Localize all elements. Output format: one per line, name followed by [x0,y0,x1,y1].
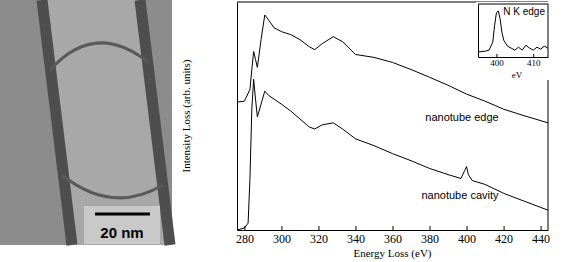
x-tick-mark [541,226,542,230]
x-tick-label: 360 [384,232,402,246]
x-tick: 380 [421,226,439,246]
x-tick-mark [281,226,282,230]
x-tick: 340 [347,226,365,246]
x-tick: 360 [384,226,402,246]
x-axis-title: Energy Loss (eV) [354,247,432,260]
scale-bar [95,213,150,216]
x-tick-label: 420 [495,232,513,246]
chart-title: N K edge [503,6,545,17]
x-tick-label: 340 [347,232,365,246]
x-tick-mark [393,226,394,230]
y-axis-line [478,5,479,58]
scale-bar-background [84,206,160,244]
x-tick-mark [533,54,534,57]
y-axis [478,5,479,58]
frame [478,4,548,5]
x-tick-mark [430,226,431,230]
y-axis-title: Intensity Loss (arb. units) [180,59,193,172]
series-line [478,11,548,52]
x-tick-label: 400 [490,58,504,68]
x-tick-mark [355,226,356,230]
x-tick-label: 410 [527,58,541,68]
micrograph: 20 nm [0,0,172,245]
scale-bar-label: 20 nm [100,224,143,241]
series-line [237,79,548,230]
x-axis: 400 410 [479,54,549,68]
x-tick-label: 280 [236,232,254,246]
x-tick: 400 [490,54,504,68]
x-tick: 280 [236,226,254,246]
x-tick: 420 [495,226,513,246]
x-tick-label: 380 [421,232,439,246]
x-tick-mark [496,54,497,57]
x-tick: 400 [458,226,476,246]
x-tick-label: 320 [310,232,328,246]
frame [548,2,549,230]
tube-wall [42,0,72,245]
inset-background [476,2,550,80]
x-tick: 410 [527,54,541,68]
tube-body [42,0,170,245]
x-axis-title: eV [512,70,523,80]
compartment-wall [62,175,163,198]
y-axis [237,3,238,231]
x-tick-mark [244,226,245,230]
series-label: nanotube edge [425,111,498,123]
x-tick: 300 [273,226,291,246]
micrograph-background [0,0,172,245]
frame [548,4,549,57]
compartment-wall [50,43,148,70]
plot-area [478,11,548,52]
figure: 20 nm 280 300 320 340 360 380 400 420 440 Energy L… [0,0,582,262]
x-tick: 440 [532,226,550,246]
x-tick-label: 440 [532,232,550,246]
x-tick-mark [504,226,505,230]
x-tick-mark [318,226,319,230]
chart-1: 400 410 eV N K edge [476,2,550,80]
x-tick-label: 300 [273,232,291,246]
chart-0: 280 300 320 340 360 380 400 420 440 Energy Loss (… [180,2,550,260]
y-axis-line [237,3,238,231]
x-tick-mark [467,226,468,230]
x-tick-label: 400 [458,232,476,246]
x-axis: 280 300 320 340 360 380 400 420 440 [236,226,550,246]
x-tick: 320 [310,226,328,246]
series-label: nanotube cavity [421,189,499,201]
